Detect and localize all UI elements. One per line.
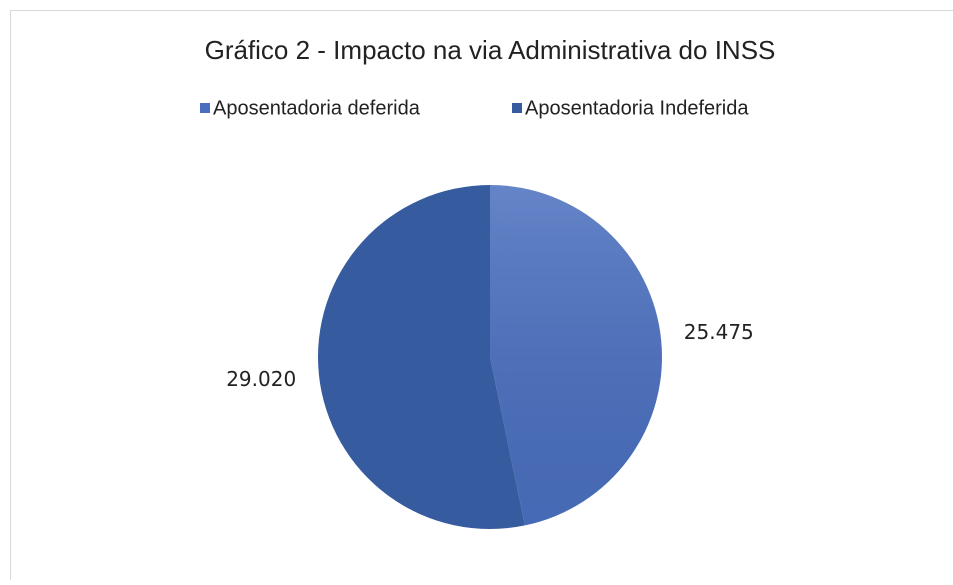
value-label: 29.020 <box>226 367 296 391</box>
legend-marker <box>512 103 522 113</box>
legend-marker <box>200 103 210 113</box>
value-label: 25.475 <box>684 320 754 344</box>
legend-label: Aposentadoria Indeferida <box>525 97 749 119</box>
legend-label: Aposentadoria deferida <box>213 97 421 119</box>
chart-title: Gráfico 2 - Impacto na via Administrativ… <box>205 35 776 65</box>
